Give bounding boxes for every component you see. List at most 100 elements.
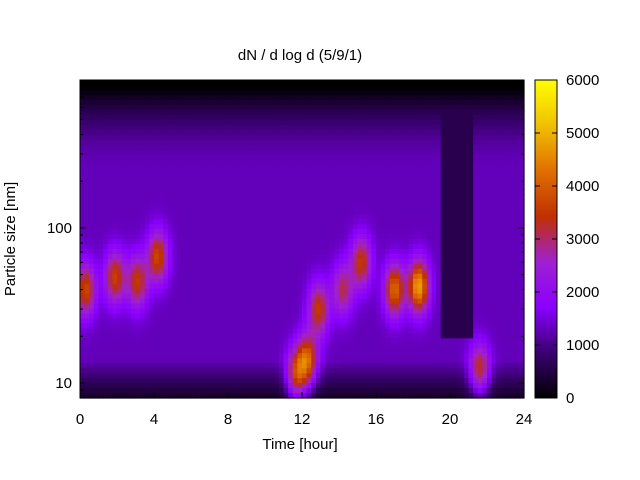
heatmap-cell [103,298,109,305]
heatmap-cell [306,243,312,250]
heatmap-cell [315,268,322,275]
heatmap-cell [389,298,396,305]
heatmap-cell [107,268,113,275]
heatmap-cell [473,104,479,111]
heatmap-cell [209,278,215,285]
heatmap-cell [204,224,211,230]
heatmap-cell [149,253,155,260]
heatmap-cell [487,288,493,295]
heatmap-cell [436,333,442,339]
heatmap-cell [343,323,349,330]
heatmap-cell [163,303,169,310]
heatmap-cell [117,119,123,126]
heatmap-cell [112,164,118,171]
heatmap-cell [107,219,113,225]
heatmap-cell [163,184,169,190]
heatmap-cell [149,174,155,180]
heatmap-cell [403,94,409,101]
heatmap-cell [463,283,470,290]
heatmap-cell [214,104,220,111]
heatmap-cell [403,174,409,180]
heatmap-cell [265,94,271,101]
heatmap-cell [172,194,178,200]
heatmap-cell [288,194,294,200]
heatmap-cell [459,124,465,131]
heatmap-cell [473,174,479,180]
heatmap-cell [302,94,308,101]
heatmap-cell [306,219,312,225]
heatmap-cell [334,149,340,156]
heatmap-cell [357,139,363,146]
heatmap-cell [413,199,419,205]
heatmap-cell [376,134,382,141]
heatmap-cell [246,80,252,86]
heatmap-cell [218,253,224,260]
heatmap-cell [107,199,113,205]
heatmap-cell [214,154,220,161]
heatmap-cell [218,149,224,156]
heatmap-cell [121,224,127,230]
heatmap-cell [265,119,271,126]
heatmap-cell [89,129,95,136]
heatmap-cell [408,308,414,315]
heatmap-cell [477,333,483,339]
heatmap-cell [399,129,405,136]
heatmap-cell [394,114,400,121]
heatmap-cell [357,134,363,141]
heatmap-cell [177,268,183,275]
heatmap-cell [177,189,183,195]
heatmap-cell [121,129,127,136]
heatmap-cell [477,323,483,330]
heatmap-cell [84,229,90,235]
heatmap-cell [357,179,363,185]
heatmap-cell [339,139,345,146]
heatmap-cell [237,278,243,285]
heatmap-cell [315,179,322,185]
heatmap-cell [283,154,289,161]
heatmap-cell [177,298,183,305]
heatmap-cell [376,164,382,171]
heatmap-cell [191,179,197,185]
heatmap-cell [334,219,340,225]
heatmap-cell [306,109,312,116]
heatmap-cell [228,189,234,195]
heatmap-cell [251,328,257,335]
heatmap-cell [181,328,187,335]
heatmap-cell [487,313,493,320]
heatmap-cell [274,169,280,176]
heatmap-cell [163,149,169,156]
heatmap-cell [463,224,470,230]
heatmap-cell [228,308,234,315]
heatmap-cell [500,243,507,250]
heatmap-cell [519,303,525,310]
heatmap-cell [297,149,303,156]
heatmap-cell [417,239,423,245]
heatmap-cell [413,184,419,190]
heatmap-cell [320,139,326,146]
heatmap-cell [214,323,220,330]
heatmap-cell [385,323,391,330]
heatmap-cell [519,308,525,315]
heatmap-cell [195,239,201,245]
heatmap-cell [265,209,271,215]
heatmap-cell [163,313,169,320]
heatmap-cell [251,239,257,245]
heatmap-cell [103,159,109,166]
heatmap-cell [84,293,90,300]
heatmap-cell [251,149,257,156]
heatmap-cell [496,308,502,315]
heatmap-cell [394,199,400,205]
heatmap-cell [380,258,386,265]
heatmap-cell [260,144,266,151]
heatmap-cell [269,283,275,290]
heatmap-cell [260,154,266,161]
heatmap-cell [232,174,238,180]
heatmap-cell [130,239,137,245]
heatmap-cell [459,179,465,185]
heatmap-cell [246,283,252,290]
heatmap-cell [399,134,405,141]
heatmap-cell [422,248,428,255]
heatmap-cell [450,144,456,151]
heatmap-cell [255,179,261,185]
heatmap-cell [413,209,419,215]
